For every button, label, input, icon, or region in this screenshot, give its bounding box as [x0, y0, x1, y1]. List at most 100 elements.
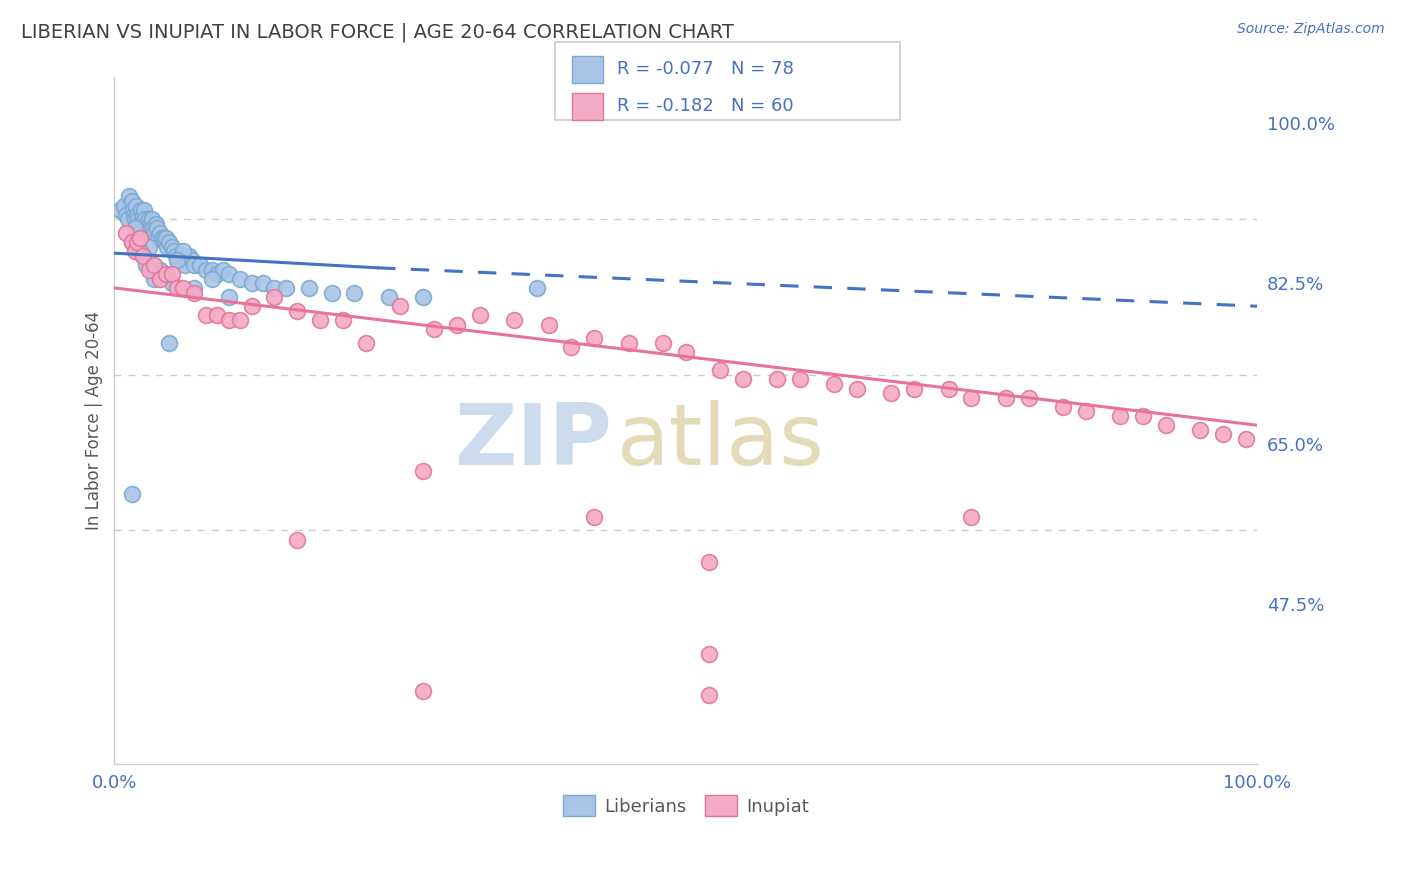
Point	[143, 272, 166, 286]
Point	[121, 194, 143, 208]
Point	[526, 281, 548, 295]
Point	[332, 313, 354, 327]
Point	[127, 212, 149, 227]
Point	[218, 313, 240, 327]
Point	[675, 345, 697, 359]
Point	[166, 281, 188, 295]
Point	[138, 240, 160, 254]
Point	[121, 235, 143, 249]
Point	[1234, 432, 1257, 446]
Point	[115, 226, 138, 240]
Point	[389, 299, 412, 313]
Point	[122, 208, 145, 222]
Point	[143, 258, 166, 272]
Point	[583, 331, 606, 345]
Point	[880, 386, 903, 401]
Point	[134, 212, 156, 227]
Point	[1018, 391, 1040, 405]
Point	[1188, 423, 1211, 437]
Point	[212, 262, 235, 277]
Point	[145, 221, 167, 235]
Point	[207, 267, 229, 281]
Point	[166, 253, 188, 268]
Point	[155, 230, 177, 244]
Point	[138, 212, 160, 227]
Point	[183, 285, 205, 300]
Point	[560, 340, 582, 354]
Text: Source: ZipAtlas.com: Source: ZipAtlas.com	[1237, 22, 1385, 37]
Point	[124, 212, 146, 227]
Point	[125, 198, 148, 212]
Point	[127, 235, 149, 249]
Point	[177, 249, 200, 263]
Point	[503, 313, 526, 327]
Point	[152, 230, 174, 244]
Point	[134, 203, 156, 218]
Point	[160, 240, 183, 254]
Point	[274, 281, 297, 295]
Point	[121, 203, 143, 218]
Point	[709, 363, 731, 377]
Point	[145, 217, 167, 231]
Point	[229, 313, 252, 327]
Point	[129, 203, 152, 218]
Point	[139, 217, 162, 231]
Point	[1154, 418, 1177, 433]
Point	[285, 533, 308, 547]
Point	[183, 281, 205, 295]
Point	[823, 377, 845, 392]
Point	[994, 391, 1017, 405]
Point	[117, 212, 139, 227]
Point	[200, 272, 222, 286]
Point	[321, 285, 343, 300]
Point	[583, 509, 606, 524]
Point	[446, 318, 468, 332]
Text: R = -0.182   N = 60: R = -0.182 N = 60	[617, 97, 794, 115]
Point	[121, 235, 143, 249]
Point	[128, 217, 150, 231]
Point	[252, 277, 274, 291]
Point	[263, 290, 285, 304]
Legend: Liberians, Inupiat: Liberians, Inupiat	[555, 789, 815, 823]
Text: atlas: atlas	[617, 400, 825, 483]
Point	[377, 290, 399, 304]
Point	[165, 249, 187, 263]
Point	[167, 253, 190, 268]
Point	[132, 249, 155, 263]
Point	[149, 262, 172, 277]
Point	[1074, 404, 1097, 418]
Point	[183, 258, 205, 272]
Point	[132, 249, 155, 263]
Point	[537, 318, 560, 332]
Point	[172, 244, 194, 259]
Point	[766, 372, 789, 386]
Y-axis label: In Labor Force | Age 20-64: In Labor Force | Age 20-64	[86, 311, 103, 530]
Point	[142, 221, 165, 235]
Point	[468, 309, 491, 323]
Point	[846, 382, 869, 396]
Point	[152, 230, 174, 244]
Point	[131, 212, 153, 227]
Point	[181, 253, 204, 268]
Point	[156, 240, 179, 254]
Point	[153, 235, 176, 249]
Text: ZIP: ZIP	[454, 400, 612, 483]
Point	[1132, 409, 1154, 423]
Point	[170, 249, 193, 263]
Text: LIBERIAN VS INUPIAT IN LABOR FORCE | AGE 20-64 CORRELATION CHART: LIBERIAN VS INUPIAT IN LABOR FORCE | AGE…	[21, 22, 734, 42]
Point	[263, 281, 285, 295]
Point	[128, 230, 150, 244]
Point	[789, 372, 811, 386]
Point	[155, 267, 177, 281]
Point	[229, 272, 252, 286]
Point	[160, 277, 183, 291]
Point	[163, 244, 186, 259]
Point	[157, 335, 180, 350]
Point	[172, 281, 194, 295]
Point	[146, 230, 169, 244]
Point	[149, 272, 172, 286]
Point	[172, 253, 194, 268]
Point	[423, 322, 446, 336]
Point	[128, 244, 150, 259]
Point	[218, 290, 240, 304]
